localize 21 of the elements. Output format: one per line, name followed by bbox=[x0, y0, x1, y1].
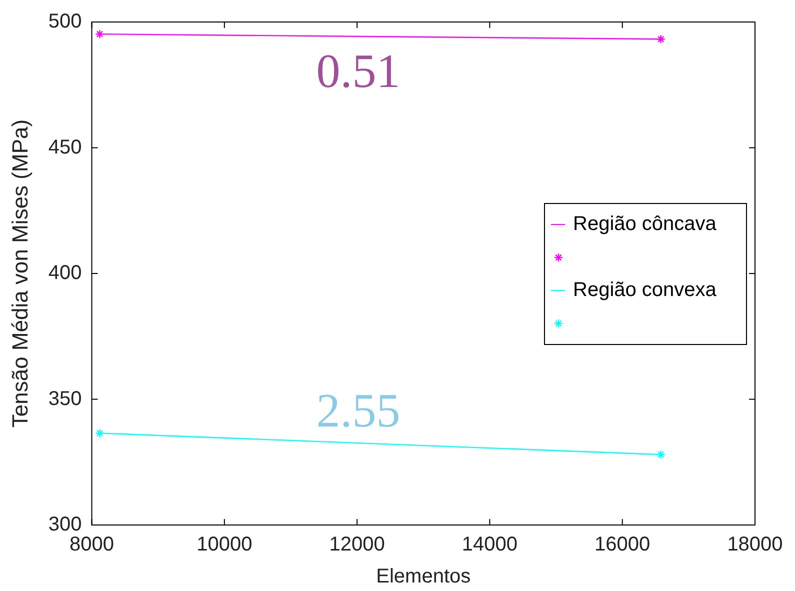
y-tick-label: 350 bbox=[48, 388, 82, 410]
x-tick-label: 14000 bbox=[462, 534, 518, 556]
x-tick-label: 16000 bbox=[594, 534, 650, 556]
point bbox=[95, 428, 104, 438]
y-tick-label: 400 bbox=[48, 262, 82, 284]
legend-label: Região côncava bbox=[573, 212, 716, 236]
point bbox=[95, 29, 104, 39]
y-axis-title: Tensão Média von Mises (MPa) bbox=[7, 119, 32, 428]
y-tick-label: 500 bbox=[48, 10, 82, 33]
y-tick-label: 450 bbox=[48, 136, 82, 158]
point bbox=[656, 34, 666, 44]
x-tick-label: 8000 bbox=[70, 534, 114, 556]
x-tick-label: 18000 bbox=[727, 534, 783, 556]
x-tick-label: 10000 bbox=[196, 534, 252, 556]
legend-label: Região convexa bbox=[573, 278, 716, 302]
x-tick-label: 12000 bbox=[329, 534, 385, 556]
x-axis-title: Elementos bbox=[376, 566, 471, 588]
annotation: 0.51 bbox=[316, 45, 400, 98]
point bbox=[656, 450, 666, 460]
y-tick-label: 300 bbox=[48, 514, 82, 536]
annotation: 2.55 bbox=[316, 384, 400, 438]
